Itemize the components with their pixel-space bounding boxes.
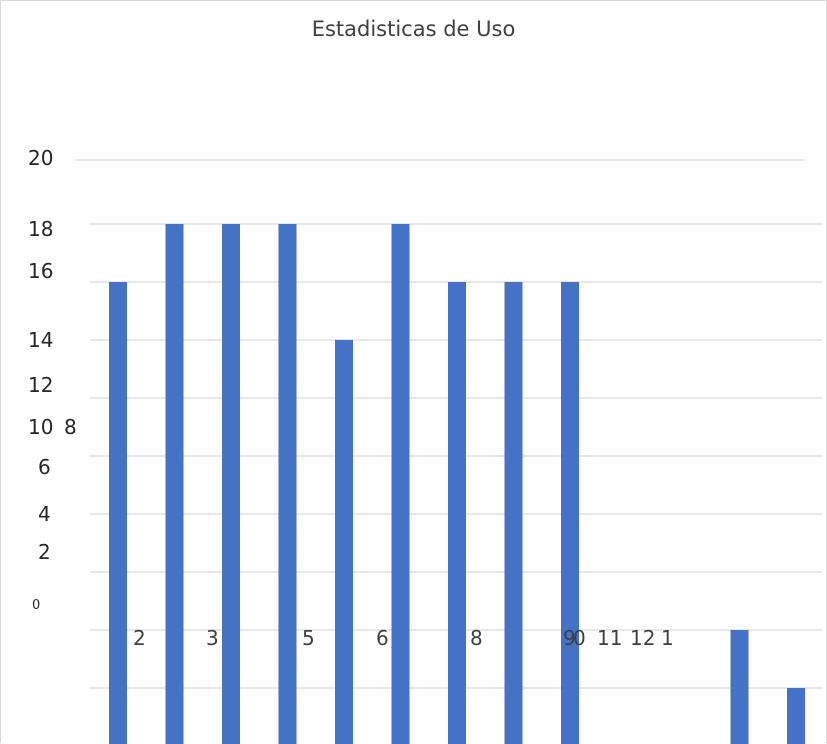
category-label: 11 xyxy=(597,626,622,650)
category-label: 6 xyxy=(376,626,389,650)
bar xyxy=(787,688,805,744)
y-tick-label: 0 xyxy=(32,598,40,613)
y-tick-label: 14 xyxy=(28,328,53,352)
category-label: 5 xyxy=(302,626,315,650)
category-label: 2 xyxy=(133,626,146,650)
bar xyxy=(222,224,240,744)
y-tick-label: 2 xyxy=(38,540,51,564)
bar xyxy=(109,282,127,744)
category-label: 1 xyxy=(661,626,674,650)
y-tick-label: 4 xyxy=(38,502,51,526)
category-label: 9 xyxy=(563,626,576,650)
chart-title: Estadisticas de Uso xyxy=(311,17,516,41)
y-tick-label: 18 xyxy=(28,217,53,241)
bars xyxy=(109,224,805,744)
category-label: 12 xyxy=(630,626,655,650)
category-label: 3 xyxy=(206,626,219,650)
bar xyxy=(391,224,410,744)
bar xyxy=(504,282,523,744)
y-tick-label: 8 xyxy=(64,415,77,439)
category-label: 0 xyxy=(573,626,586,650)
y-tick-label: 12 xyxy=(28,373,53,397)
bar xyxy=(165,224,184,744)
bar xyxy=(561,282,579,744)
y-tick-label: 16 xyxy=(28,259,53,283)
bar xyxy=(278,224,297,744)
bar xyxy=(335,340,353,744)
y-tick-label: 6 xyxy=(38,455,51,479)
category-labels: 2 3 5 6 8 90 11 12 1 xyxy=(133,626,674,650)
category-label: 8 xyxy=(470,626,483,650)
y-tick-label: 20 xyxy=(28,146,53,170)
bar xyxy=(448,282,466,744)
y-tick-label: 10 xyxy=(28,415,53,439)
bar xyxy=(730,630,749,744)
